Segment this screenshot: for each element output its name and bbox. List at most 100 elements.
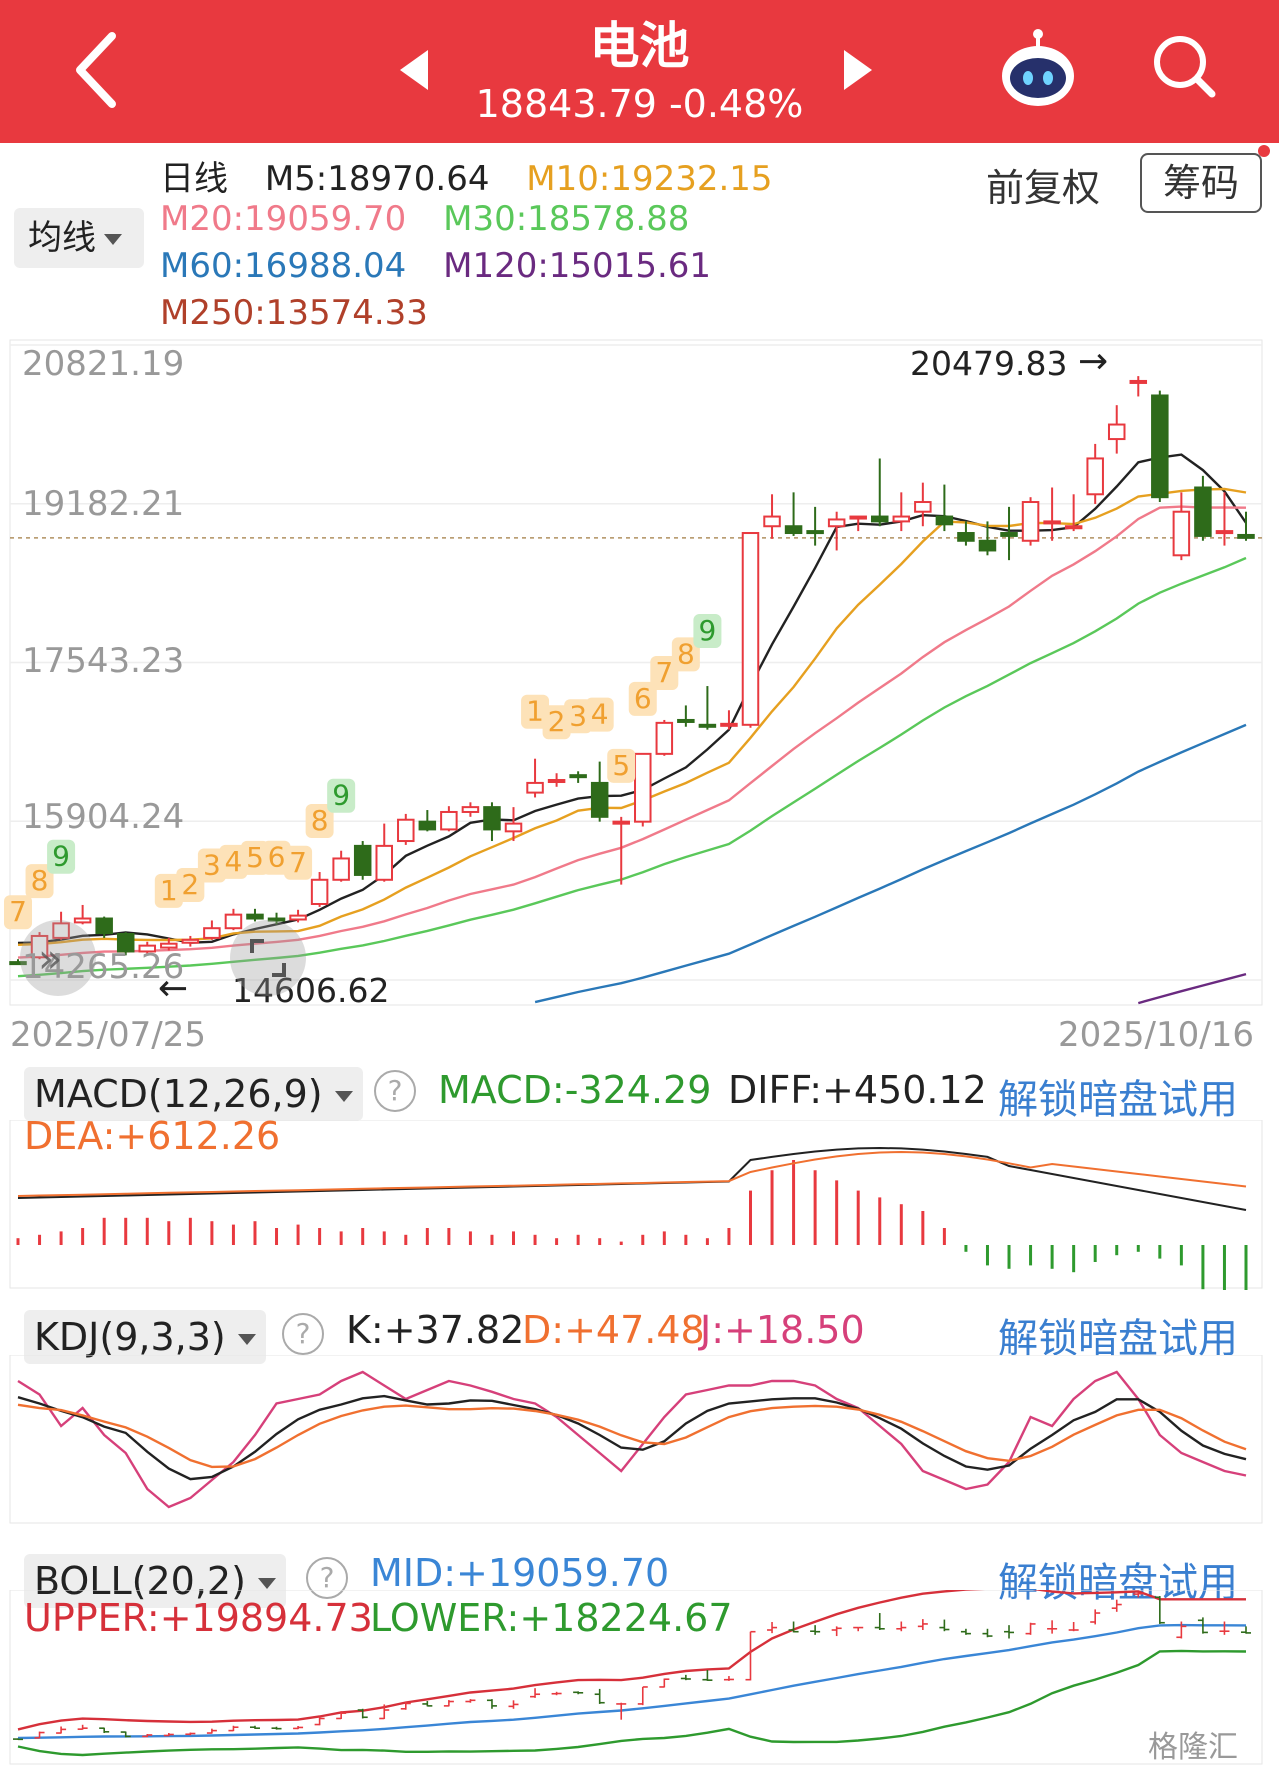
candle-body xyxy=(332,857,350,881)
boll-frame xyxy=(9,1590,1263,1765)
fullscreen-icon xyxy=(250,939,286,977)
chevron-down-icon xyxy=(104,234,122,245)
boll-mid-value: MID:+19059.70 xyxy=(370,1551,670,1595)
candle-body xyxy=(827,518,846,528)
dea-line xyxy=(17,1150,1247,1197)
ma-row-1: 日线 M5:18970.64 M10:19232.15 xyxy=(160,151,799,200)
d-line xyxy=(17,1403,1247,1469)
candle-body xyxy=(569,774,587,779)
sequence-label: 3 xyxy=(203,848,221,881)
sequence-label: 3 xyxy=(569,699,587,732)
candle-body xyxy=(547,779,566,784)
sequence-badge xyxy=(607,748,636,783)
y-label-bottom: 14265.26 xyxy=(22,947,184,987)
sequence-badge xyxy=(284,845,313,880)
macd-select[interactable]: MACD(12,26,9) xyxy=(24,1067,363,1121)
adjust-mode-button[interactable]: 前复权 xyxy=(986,166,1101,210)
k-line xyxy=(17,1394,1247,1481)
macd-unlock-link[interactable]: 解锁暗盘试用 xyxy=(998,1077,1238,1123)
sequence-badge xyxy=(650,655,679,690)
double-chevron-icon: » xyxy=(38,936,62,982)
candle-body xyxy=(698,723,717,728)
candle-body xyxy=(375,844,394,881)
ma5-line xyxy=(17,453,1247,945)
ma-type-select[interactable]: 均线 xyxy=(14,208,144,268)
candle-body xyxy=(892,515,911,523)
candle-body xyxy=(655,721,674,755)
current-price: 18843.79 xyxy=(475,82,657,126)
candle-body xyxy=(224,913,243,930)
sequence-label: 2 xyxy=(181,868,199,901)
y-label-3: 17543.23 xyxy=(22,641,184,681)
chevron-down-icon xyxy=(257,1578,276,1589)
candle-body xyxy=(612,820,630,825)
boll-select[interactable]: BOLL(20,2) xyxy=(24,1554,286,1608)
sequence-badge xyxy=(585,697,614,732)
boll-mid-line xyxy=(17,1623,1247,1740)
macd-help-icon[interactable]: ? xyxy=(374,1070,416,1112)
sequence-badge xyxy=(693,614,722,649)
candle-body xyxy=(1107,423,1126,441)
low-arrow: ← xyxy=(158,968,188,1009)
back-arrow-icon[interactable] xyxy=(68,30,128,110)
sequence-badge xyxy=(521,694,550,729)
candle-body xyxy=(246,913,264,920)
candle-body xyxy=(957,532,975,542)
candle-body xyxy=(1151,394,1169,499)
prev-stock-icon[interactable] xyxy=(398,48,430,92)
ma30-label: M30:18578.88 xyxy=(443,199,690,239)
sequence-label: 7 xyxy=(655,656,673,689)
next-stock-icon[interactable] xyxy=(842,48,874,92)
fullscreen-fab[interactable] xyxy=(230,920,306,996)
chevron-down-icon xyxy=(334,1091,353,1102)
kdj-unlock-link[interactable]: 解锁暗盘试用 xyxy=(998,1316,1238,1362)
ma250-label: M250:13574.33 xyxy=(160,293,428,333)
ma-row-4: M250:13574.33 xyxy=(160,293,454,333)
sequence-badge xyxy=(305,804,334,839)
ma10-line xyxy=(17,487,1247,946)
sequence-label: 2 xyxy=(548,705,566,738)
sequence-label: 5 xyxy=(246,841,264,874)
candle-body xyxy=(73,917,92,924)
sequence-label: 8 xyxy=(31,864,49,897)
search-icon[interactable] xyxy=(1150,32,1220,102)
candle-body xyxy=(720,722,738,727)
macd-chart xyxy=(9,1120,1263,1290)
robot-assistant-icon[interactable] xyxy=(996,26,1080,110)
candle-body xyxy=(289,914,307,921)
diff-value: DIFF:+450.12 xyxy=(728,1068,987,1112)
sequence-label: 9 xyxy=(52,840,70,873)
expand-fab[interactable] xyxy=(20,920,96,996)
kdj-help-icon[interactable]: ? xyxy=(282,1313,324,1355)
candle-body xyxy=(914,501,932,513)
sequence-badge xyxy=(219,844,248,879)
date-end: 2025/10/16 xyxy=(1058,1015,1254,1055)
sequence-badge xyxy=(262,840,291,875)
sequence-badge xyxy=(671,637,700,672)
period-label[interactable]: 日线 xyxy=(160,159,228,199)
candle-body xyxy=(116,933,135,953)
kdj-chart xyxy=(9,1355,1263,1524)
ma120-label: M120:15015.61 xyxy=(443,246,712,286)
candle-body xyxy=(353,844,372,876)
j-value: J:+18.50 xyxy=(700,1308,865,1352)
candle-body xyxy=(634,752,652,823)
sequence-badge xyxy=(240,840,269,875)
sequence-label: 7 xyxy=(289,846,307,879)
sequence-badge xyxy=(47,839,76,874)
candle-body xyxy=(1215,530,1234,535)
sequence-label: 6 xyxy=(268,841,286,874)
ma-row-2: M20:19059.70 M30:18578.88 xyxy=(160,199,715,239)
candle-body xyxy=(483,806,501,831)
sequence-badge xyxy=(628,681,657,716)
boll-lower-line xyxy=(17,1649,1247,1757)
high-label: 20479.83 xyxy=(910,344,1067,383)
boll-help-icon[interactable]: ? xyxy=(306,1557,348,1599)
sequence-label: 9 xyxy=(332,779,350,812)
ma10-label: M10:19232.15 xyxy=(526,159,773,199)
kdj-name: KDJ(9,3,3) xyxy=(34,1315,226,1359)
chip-distribution-button[interactable]: 筹码 xyxy=(1140,153,1262,213)
sequence-badge xyxy=(564,699,593,734)
sequence-label: 9 xyxy=(698,614,716,647)
